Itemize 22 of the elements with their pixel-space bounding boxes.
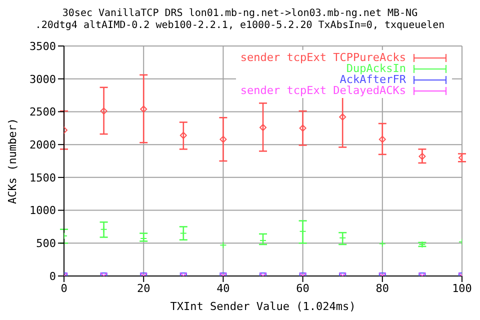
chart-subtitle: .20dtg4 altAIMD-0.2 web100-2.2.1, e1000-5.2.20 TxAbsIn=0, txqueuelen [34,20,446,32]
y-tick-label: 1500 [30,171,56,184]
x-tick-label: 0 [60,282,68,295]
y-tick-label: 2000 [30,138,56,152]
x-tick-label: 20 [136,282,150,295]
x-tick-label: 80 [376,282,390,295]
legend-label: sender tcpExt DelayedACKs [240,84,406,97]
y-tick-label: 500 [36,237,56,250]
x-tick-label: 100 [452,282,472,295]
y-tick-label: 2500 [30,106,56,119]
x-tick-label: 60 [296,282,310,295]
legend-label: DupAcksIn [346,62,406,75]
y-tick-label: 3000 [30,72,56,86]
x-tick-label: 40 [216,282,230,295]
chart-title: 30sec VanillaTCP DRS lon01.mb-ng.net->lon03.mb-ng.net MB-NG [61,8,419,20]
y-tick-label: 1000 [30,204,56,218]
legend-label: sender tcpExt TCPPureAcks [240,51,406,64]
y-tick-label: 0 [49,270,56,283]
y-tick-label: 3500 [30,40,56,53]
legend-label: AckAfterFR [340,73,406,86]
y-axis-title: ACKs (number) [6,118,19,204]
x-axis-title: TXInt Sender Value (1.024ms) [170,300,356,313]
